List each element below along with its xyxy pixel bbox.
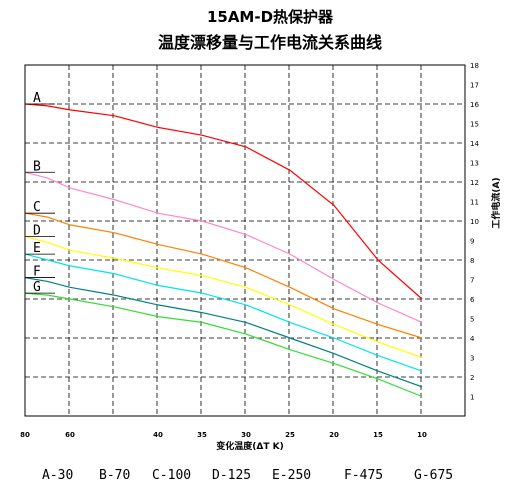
x-tick-labels: 80 60 40 35 30 25 20 15 10 [20,431,427,439]
legend-item: E-250 [272,468,311,483]
y-tick-label: 7 [470,277,474,285]
y-tick-label: 8 [470,257,474,265]
x-tick-label: 20 [329,431,339,439]
legend-item: G-675 [414,468,453,483]
series-line-e [24,253,423,372]
y-tick-label: 4 [470,335,475,343]
series-line-f [24,277,423,388]
series-line-a [24,103,423,300]
series-line-g [24,292,423,398]
y-tick-label: 13 [470,160,479,168]
y-tick-label: 18 [470,62,479,70]
y-tick-label: 6 [470,296,475,304]
grid [24,64,466,417]
x-tick-label: 30 [241,431,251,439]
curve-label-d: D [33,224,41,239]
x-tick-label: 60 [65,431,75,439]
y-tick-label: 5 [470,316,474,324]
legend: A-30 B-70 C-100 D-125 E-250 F-475 G-675 [42,468,453,483]
y-tick-label: 10 [470,218,479,226]
curve-label-g: G [33,280,41,295]
legend-item: F-475 [344,468,383,483]
legend-item: C-100 [152,468,191,483]
x-tick-label: 25 [285,431,295,439]
curve-label-c: C [33,200,41,215]
y-tick-label: 12 [470,179,479,187]
y-tick-label: 3 [470,355,474,363]
series-line-c [24,212,423,339]
curve-label-f: F [33,265,41,280]
y-tick-label: 1 [470,394,474,402]
chart-title: 15AM-D热保护器 [207,8,334,26]
series-line-d [24,236,423,359]
y-tick-label: 17 [470,82,479,90]
series-layer [24,103,423,398]
y-tick-label: 15 [470,121,479,129]
x-tick-label: 10 [417,431,427,439]
series-line-b [24,171,423,323]
x-tick-label: 80 [20,431,30,439]
x-tick-label: 40 [153,431,163,439]
x-tick-label: 15 [373,431,383,439]
y-tick-label: 14 [470,140,479,148]
legend-item: A-30 [42,468,73,483]
y-axis-label: 工作电流(A) [490,177,502,228]
y-tick-label: 11 [470,199,479,207]
legend-item: B-70 [99,468,130,483]
y-tick-label: 16 [470,101,479,109]
curve-label-e: E [33,241,41,256]
chart-subtitle: 温度漂移量与工作电流关系曲线 [157,33,382,52]
curve-label-a: A [33,91,41,106]
y-tick-label: 9 [470,238,474,246]
legend-item: D-125 [212,468,251,483]
y-tick-label: 2 [470,374,474,382]
x-axis-label: 变化温度(ΔT K) [216,440,283,452]
x-tick-label: 35 [197,431,207,439]
curve-label-b: B [33,159,41,174]
